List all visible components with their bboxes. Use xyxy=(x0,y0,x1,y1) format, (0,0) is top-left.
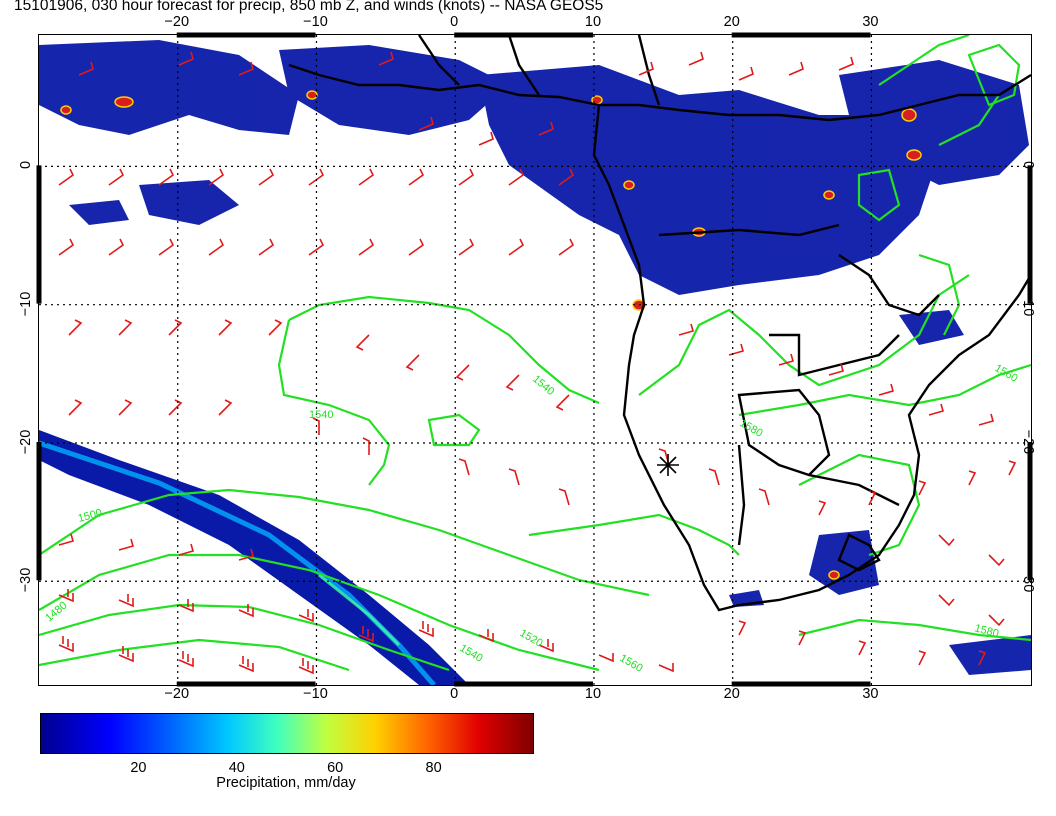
longitude-tick-label: 20 xyxy=(723,686,740,702)
longitude-tick-label: −20 xyxy=(164,686,190,702)
latitude-tick-label: −30 xyxy=(1020,567,1036,593)
wind-barbs xyxy=(58,51,1017,675)
longitude-tick-label: 0 xyxy=(450,686,459,702)
longitude-tick-label: 10 xyxy=(584,14,602,30)
colorbar-tick-label: 20 xyxy=(130,760,147,776)
longitude-tick-label: −10 xyxy=(303,14,328,30)
latitude-tick-label: 0 xyxy=(18,161,34,170)
colorbar-label: Precipitation, mm/day xyxy=(216,775,356,791)
longitude-tick-label: −10 xyxy=(303,686,328,702)
coastlines-borders xyxy=(288,35,1031,612)
location-marker xyxy=(657,454,679,476)
longitude-tick-label: −20 xyxy=(164,14,190,30)
latitude-tick-label: −20 xyxy=(1020,429,1036,455)
longitude-tick-label: 30 xyxy=(862,686,879,702)
latitude-tick-label: −30 xyxy=(18,567,34,593)
latitude-tick-label: −10 xyxy=(18,291,34,316)
longitude-tick-label: 10 xyxy=(584,686,602,702)
contour-labels: 1500 1480 1540 1540 1560 1580 1520 1540 … xyxy=(43,362,1019,675)
latitude-tick-label: 0 xyxy=(1020,161,1036,170)
graticule xyxy=(39,35,1031,685)
longitude-tick-label: 30 xyxy=(862,14,879,30)
longitude-tick-label: 20 xyxy=(723,14,740,30)
latitude-tick-label: −20 xyxy=(18,429,34,455)
height-contours xyxy=(39,35,1031,672)
contour-label: 1540 xyxy=(309,409,333,421)
map-panel: 1500 1480 1540 1540 1560 1580 1520 1540 … xyxy=(38,34,1032,686)
map-title: 15101906, 030 hour forecast for precip, … xyxy=(14,0,604,14)
colorbar-tick-label: 40 xyxy=(228,760,245,776)
colorbar-tick-label: 60 xyxy=(327,760,344,776)
longitude-tick-label: 0 xyxy=(450,14,459,30)
colorbar xyxy=(40,713,534,754)
latitude-tick-label: −10 xyxy=(1020,291,1036,316)
map-canvas: 1500 1480 1540 1540 1560 1580 1520 1540 … xyxy=(39,35,1031,685)
colorbar-tick-label: 80 xyxy=(425,760,442,776)
frame-ticks xyxy=(36,32,1033,687)
